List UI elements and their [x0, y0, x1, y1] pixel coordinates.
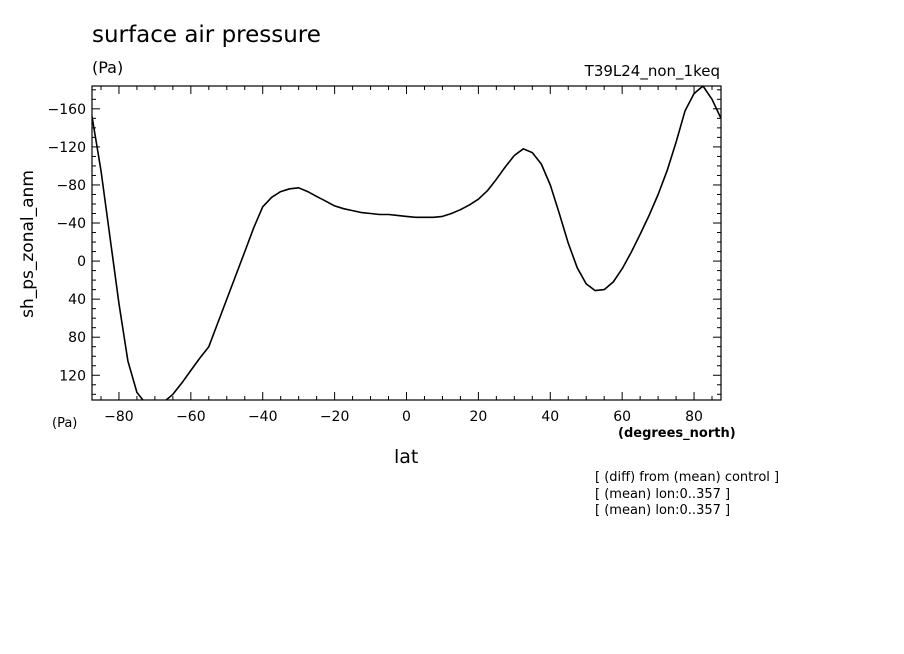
x-tick-label: 40: [541, 409, 559, 425]
x-tick-label: −20: [320, 409, 350, 425]
note-diff-from-control: [ (diff) from (mean) control ]: [595, 470, 780, 485]
y-tick-label: −80: [56, 178, 86, 194]
note-mean-lon-1: [ (mean) lon:0..357 ]: [595, 487, 731, 502]
plot-frame: [91, 85, 722, 401]
note-mean-lon-2: [ (mean) lon:0..357 ]: [595, 503, 731, 518]
x-tick-label: 0: [402, 409, 411, 425]
x-axis-label: lat: [394, 446, 419, 468]
x-tick-label: −60: [176, 409, 206, 425]
chart-units: (Pa): [92, 58, 124, 77]
series-line-0: [92, 86, 721, 400]
y-axis-label: sh_ps_zonal_anm: [18, 170, 38, 318]
y-tick-label: 80: [68, 330, 86, 346]
y-tick-label: 120: [59, 368, 86, 384]
y-unit-corner-label: (Pa): [52, 416, 78, 431]
x-unit-corner-label: (degrees_north): [618, 426, 736, 441]
y-tick-label: −160: [48, 102, 86, 118]
x-tick-label: 20: [469, 409, 487, 425]
x-tick-label: 60: [613, 409, 631, 425]
y-tick-label: 0: [77, 254, 86, 270]
y-tick-label: −40: [56, 216, 86, 232]
y-tick-label: 40: [68, 292, 86, 308]
chart-title: surface air pressure: [92, 22, 321, 48]
x-tick-label: 80: [685, 409, 703, 425]
run-name: T39L24_non_1keq: [584, 62, 720, 80]
x-tick-label: −80: [104, 409, 134, 425]
y-tick-label: −120: [48, 140, 86, 156]
x-tick-label: −40: [248, 409, 278, 425]
